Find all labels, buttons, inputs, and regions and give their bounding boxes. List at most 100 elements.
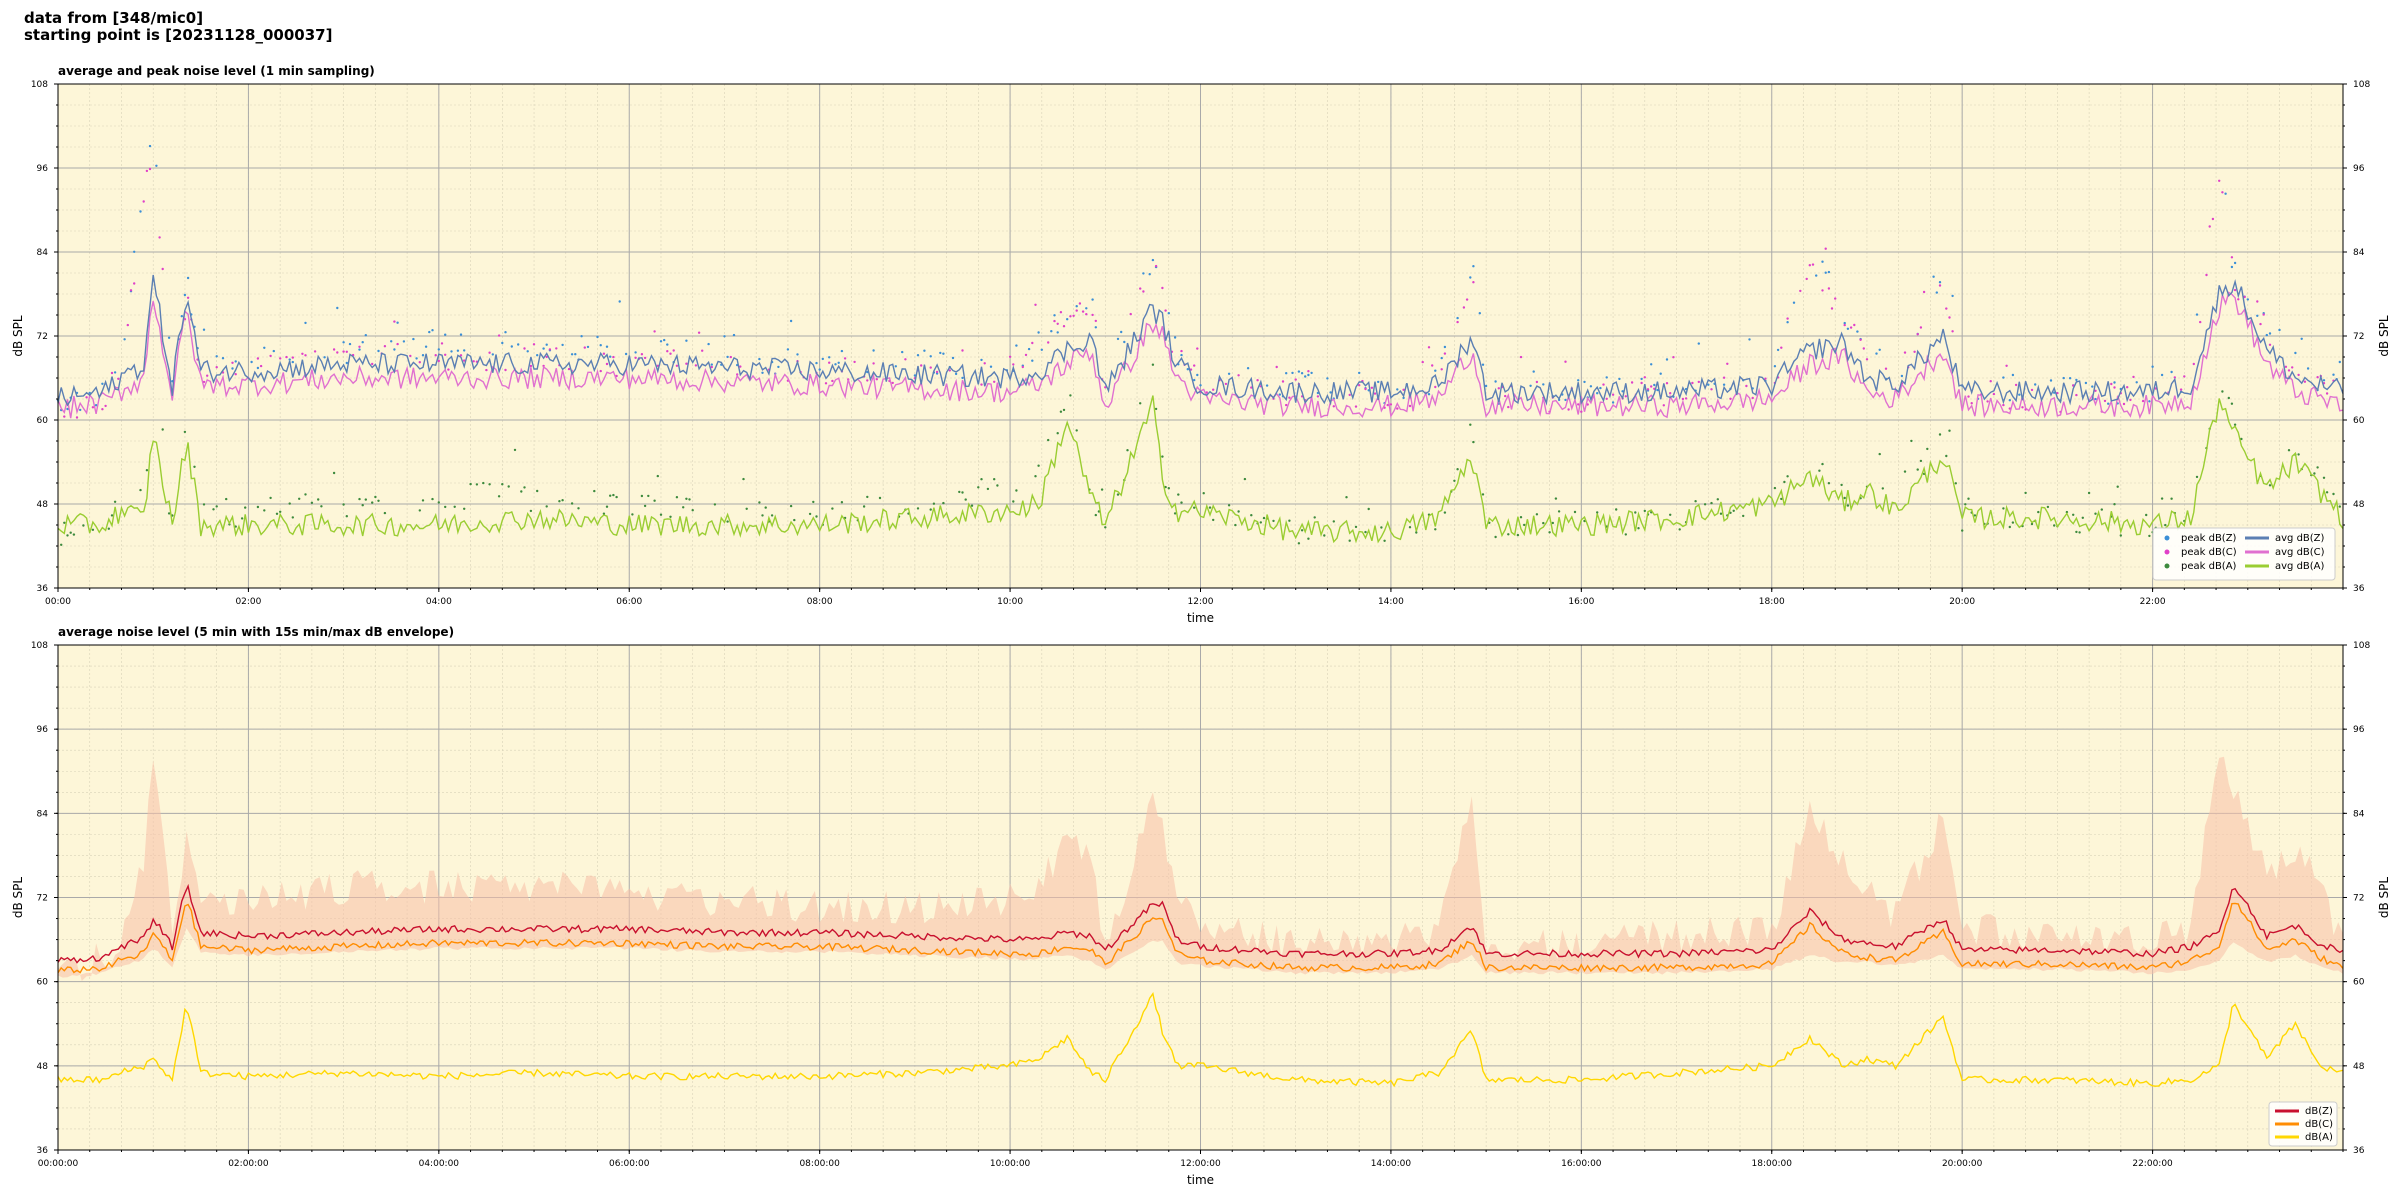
peak-point [412,337,415,341]
peak-point [1116,337,1120,341]
peak-point [685,497,688,500]
peak-point [723,335,726,338]
peak-point [1256,379,1259,382]
peak-point [1047,438,1050,442]
peak-point [2049,379,2053,382]
peak-point [1237,374,1240,377]
peak-point [2091,385,2094,388]
peak-point [1554,497,1558,500]
peak-point [615,495,618,499]
peak-point [993,380,996,383]
x-tick-label: 06:00 [616,597,642,607]
peak-point [710,365,713,369]
peak-point [1358,371,1361,375]
peak-point [2233,288,2237,292]
y-tick-label: 36 [2353,1146,2365,1156]
peak-point [1151,258,1155,262]
peak-point [2075,378,2078,382]
peak-point [1589,385,1593,388]
peak-point [2126,386,2129,389]
peak-point [304,493,307,496]
peak-point [831,379,834,383]
peak-point [736,373,739,376]
peak-point [1624,395,1628,398]
peak-point [669,352,672,355]
peak-point [2230,256,2234,259]
peak-point [1722,383,1726,386]
peak-point [186,276,190,280]
peak-point [1776,348,1780,352]
y-tick-label: 96 [37,725,49,735]
peak-point [1164,485,1167,489]
peak-point [1250,386,1253,389]
y-tick-label: 60 [2353,978,2365,988]
peak-point [612,493,615,497]
peak-point [1811,263,1815,266]
peak-point [1199,384,1202,387]
peak-point [167,336,171,339]
legend-box [2152,527,2336,581]
peak-point [231,367,234,370]
peak-point [2018,393,2021,396]
peak-point [431,329,434,332]
peak-point [1507,405,1510,409]
x-tick-label: 08:00:00 [799,1159,840,1169]
peak-point [812,500,815,504]
peak-point [815,361,818,365]
peak-point [1167,312,1171,315]
peak-point [685,362,688,365]
peak-point [1142,272,1145,275]
legend-label: avg dB(A) [2275,561,2325,572]
peak-point [1818,469,1821,472]
peak-point [1703,503,1707,506]
peak-point [872,362,875,365]
peak-point [215,366,218,369]
peak-point [853,360,856,364]
peak-point [1881,487,1885,490]
peak-point [1421,360,1424,364]
peak-point [2303,380,2307,383]
peak-point [60,543,63,546]
peak-point [161,267,164,271]
peak-point [1935,291,1939,294]
peak-point [310,501,314,504]
legend-label: peak dB(C) [2181,547,2237,558]
peak-point [1808,264,1812,267]
peak-point [831,507,834,510]
peak-point [1208,506,1212,509]
peak-point [1805,277,1808,281]
peak-point [2256,300,2259,303]
peak-point [431,497,434,501]
peak-point [2065,510,2069,514]
peak-point [1507,533,1510,536]
peak-point [1504,394,1507,398]
peak-point [1865,358,1869,361]
peak-point [1599,386,1602,390]
peak-point [2014,383,2018,387]
peak-point [463,349,466,352]
peak-point [1611,401,1615,404]
peak-point [697,331,701,334]
peak-point [1945,307,1948,310]
peak-point [317,498,320,501]
peak-point [1948,429,1951,432]
peak-point [951,356,955,360]
peak-point [1827,270,1831,274]
peak-point [117,377,120,380]
peak-point [323,356,326,359]
peak-point [393,320,396,323]
peak-point [761,514,764,517]
peak-point [1151,363,1155,366]
peak-point [605,345,609,348]
peak-point [1462,306,1466,309]
peak-point [1193,378,1196,382]
peak-point [961,349,964,352]
peak-point [2227,396,2230,400]
peak-point [1859,338,1862,341]
peak-point [1015,344,1018,347]
peak-point [1120,330,1123,334]
peak-point [1472,265,1475,268]
peak-point [1056,432,1059,435]
peak-point [1031,359,1034,362]
peak-point [916,507,920,510]
